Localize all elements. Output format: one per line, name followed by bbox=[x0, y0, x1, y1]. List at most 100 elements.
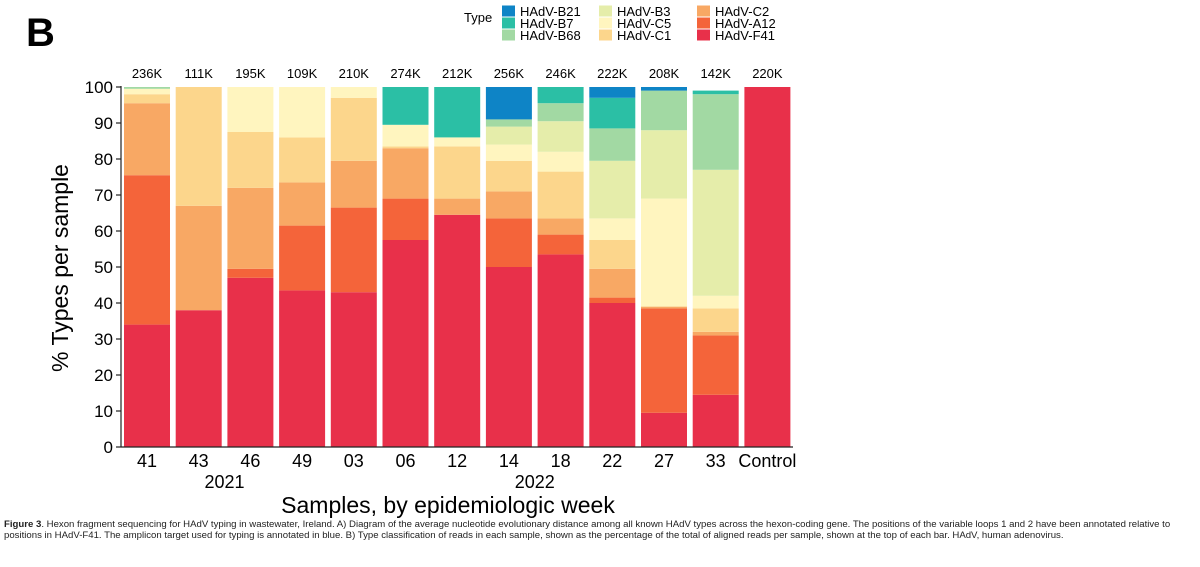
bar-segment-hadv-f41-14 bbox=[485, 267, 532, 447]
legend-label-hadv-c2: HAdV-C2 bbox=[715, 4, 769, 19]
total-label-43: 111K bbox=[184, 66, 213, 81]
y-tick-label-100: 100 bbox=[85, 78, 113, 97]
bar-segment-hadv-f41-06 bbox=[382, 240, 429, 447]
year-group-label-2021: 2021 bbox=[205, 472, 245, 492]
bar-segment-hadv-c1-33 bbox=[692, 308, 739, 332]
x-tick-label-33: 33 bbox=[706, 451, 726, 471]
legend-swatch-hadv-f41 bbox=[697, 29, 710, 41]
legend-swatch-hadv-c1 bbox=[599, 29, 612, 41]
y-tick-label-40: 40 bbox=[94, 294, 113, 313]
y-tick-label-70: 70 bbox=[94, 186, 113, 205]
bar-segment-hadv-c1-06 bbox=[382, 146, 429, 149]
x-axis-title: Samples, by epidemiologic week bbox=[281, 492, 615, 518]
bar-segment-hadv-c5-03 bbox=[330, 87, 377, 98]
y-tick-label-10: 10 bbox=[94, 402, 113, 421]
bar-segment-hadv-b7-12 bbox=[434, 87, 481, 138]
bar-segment-hadv-c5-18 bbox=[537, 151, 584, 172]
bar-segment-hadv-c5-06 bbox=[382, 124, 429, 147]
bar-segment-hadv-c5-41 bbox=[124, 88, 170, 95]
bar-segment-hadv-c2-41 bbox=[124, 103, 170, 176]
bar-segment-hadv-c1-22 bbox=[589, 240, 636, 269]
bars bbox=[124, 87, 791, 447]
legend-label-hadv-b7: HAdV-B7 bbox=[520, 16, 573, 31]
total-label-22: 222K bbox=[597, 66, 628, 81]
x-tick-label-18: 18 bbox=[551, 451, 571, 471]
year-group-label-2022: 2022 bbox=[515, 472, 555, 492]
total-label-33: 142K bbox=[701, 66, 732, 81]
x-tick-label-46: 46 bbox=[240, 451, 260, 471]
bar-segment-hadv-c1-12 bbox=[434, 146, 481, 199]
bar-segment-hadv-b7-33 bbox=[692, 90, 739, 95]
bar-segment-hadv-b21-22 bbox=[589, 87, 636, 98]
bar-segment-hadv-b7-06 bbox=[382, 87, 429, 125]
bar-segment-hadv-f41-control bbox=[744, 87, 791, 447]
bar-segment-hadv-b21-27 bbox=[641, 87, 687, 91]
x-tick-label-22: 22 bbox=[602, 451, 622, 471]
bar-segment-hadv-b7-22 bbox=[589, 97, 636, 129]
bar-segment-hadv-c5-12 bbox=[434, 137, 481, 147]
bar-segment-hadv-c1-03 bbox=[330, 97, 377, 161]
bar-segment-hadv-c2-12 bbox=[434, 198, 481, 215]
bar-segment-hadv-b3-27 bbox=[641, 130, 687, 199]
bar-segment-hadv-a12-46 bbox=[227, 268, 274, 278]
bar-segment-hadv-c5-14 bbox=[485, 144, 532, 161]
legend-swatch-hadv-b3 bbox=[599, 5, 612, 17]
bar-segment-hadv-a12-27 bbox=[641, 308, 687, 413]
legend-swatch-hadv-b68 bbox=[502, 29, 515, 41]
figure-caption: Figure 3. Hexon fragment sequencing for … bbox=[4, 519, 1196, 541]
bar-segment-hadv-c1-43 bbox=[175, 87, 222, 206]
y-axis: 0 10 20 30 40 50 60 70 80 90 100 bbox=[85, 78, 122, 457]
x-tick-label-06: 06 bbox=[395, 451, 415, 471]
bar-segment-hadv-f41-46 bbox=[227, 277, 274, 447]
legend-label-hadv-c1: HAdV-C1 bbox=[617, 28, 671, 43]
bar-segment-hadv-a12-22 bbox=[589, 297, 636, 303]
x-tick-label-41: 41 bbox=[137, 451, 157, 471]
total-label-06: 274K bbox=[390, 66, 421, 81]
bar-segment-hadv-c2-46 bbox=[227, 187, 274, 269]
panel-label: B bbox=[26, 11, 55, 55]
total-label-27: 208K bbox=[649, 66, 680, 81]
caption-lead: Figure 3 bbox=[4, 519, 42, 530]
bar-segment-hadv-a12-14 bbox=[485, 218, 532, 267]
bar-segment-hadv-c2-33 bbox=[692, 331, 739, 336]
bar-segment-hadv-b68-18 bbox=[537, 103, 584, 122]
bar-segment-hadv-b68-41 bbox=[124, 87, 170, 89]
bar-segment-hadv-f41-18 bbox=[537, 254, 584, 447]
legend-swatch-hadv-b21 bbox=[502, 5, 515, 17]
x-tick-label-43: 43 bbox=[189, 451, 209, 471]
bar-segment-hadv-c2-06 bbox=[382, 148, 429, 199]
bar-segment-hadv-a12-18 bbox=[537, 234, 584, 255]
legend-title: Type bbox=[464, 10, 492, 25]
bar-segment-hadv-c2-27 bbox=[641, 306, 687, 309]
bar-segment-hadv-a12-06 bbox=[382, 198, 429, 240]
legend-label-hadv-b3: HAdV-B3 bbox=[617, 4, 670, 19]
total-label-49: 109K bbox=[287, 66, 318, 81]
bar-segment-hadv-c5-22 bbox=[589, 218, 636, 240]
legend-label-hadv-b68: HAdV-B68 bbox=[520, 28, 581, 43]
bar-segment-hadv-b3-18 bbox=[537, 121, 584, 152]
legend-label-hadv-a12: HAdV-A12 bbox=[715, 16, 776, 31]
x-tick-label-03: 03 bbox=[344, 451, 364, 471]
y-tick-label-60: 60 bbox=[94, 222, 113, 241]
bar-segment-hadv-f41-33 bbox=[692, 394, 739, 447]
legend-swatch-hadv-c5 bbox=[599, 17, 612, 29]
y-tick-label-20: 20 bbox=[94, 366, 113, 385]
bar-segment-hadv-c1-49 bbox=[279, 137, 326, 183]
legend-label-hadv-f41: HAdV-F41 bbox=[715, 28, 775, 43]
bar-segment-hadv-c2-43 bbox=[175, 205, 222, 311]
bar-segment-hadv-c2-14 bbox=[485, 191, 532, 219]
x-tick-label-control: Control bbox=[738, 451, 796, 471]
legend-swatch-hadv-a12 bbox=[697, 17, 710, 29]
x-tick-label-27: 27 bbox=[654, 451, 674, 471]
bar-segment-hadv-a12-41 bbox=[124, 175, 170, 325]
legend-swatch-hadv-c2 bbox=[697, 5, 710, 17]
bar-segment-hadv-c2-22 bbox=[589, 268, 636, 298]
legend-swatch-hadv-b7 bbox=[502, 17, 515, 29]
bar-segment-hadv-c1-41 bbox=[124, 94, 170, 104]
bar-segment-hadv-b68-22 bbox=[589, 128, 636, 161]
x-tick-label-12: 12 bbox=[447, 451, 467, 471]
legend-label-hadv-b21: HAdV-B21 bbox=[520, 4, 581, 19]
bar-segment-hadv-c1-14 bbox=[485, 160, 532, 192]
bar-segment-hadv-f41-43 bbox=[175, 310, 222, 447]
